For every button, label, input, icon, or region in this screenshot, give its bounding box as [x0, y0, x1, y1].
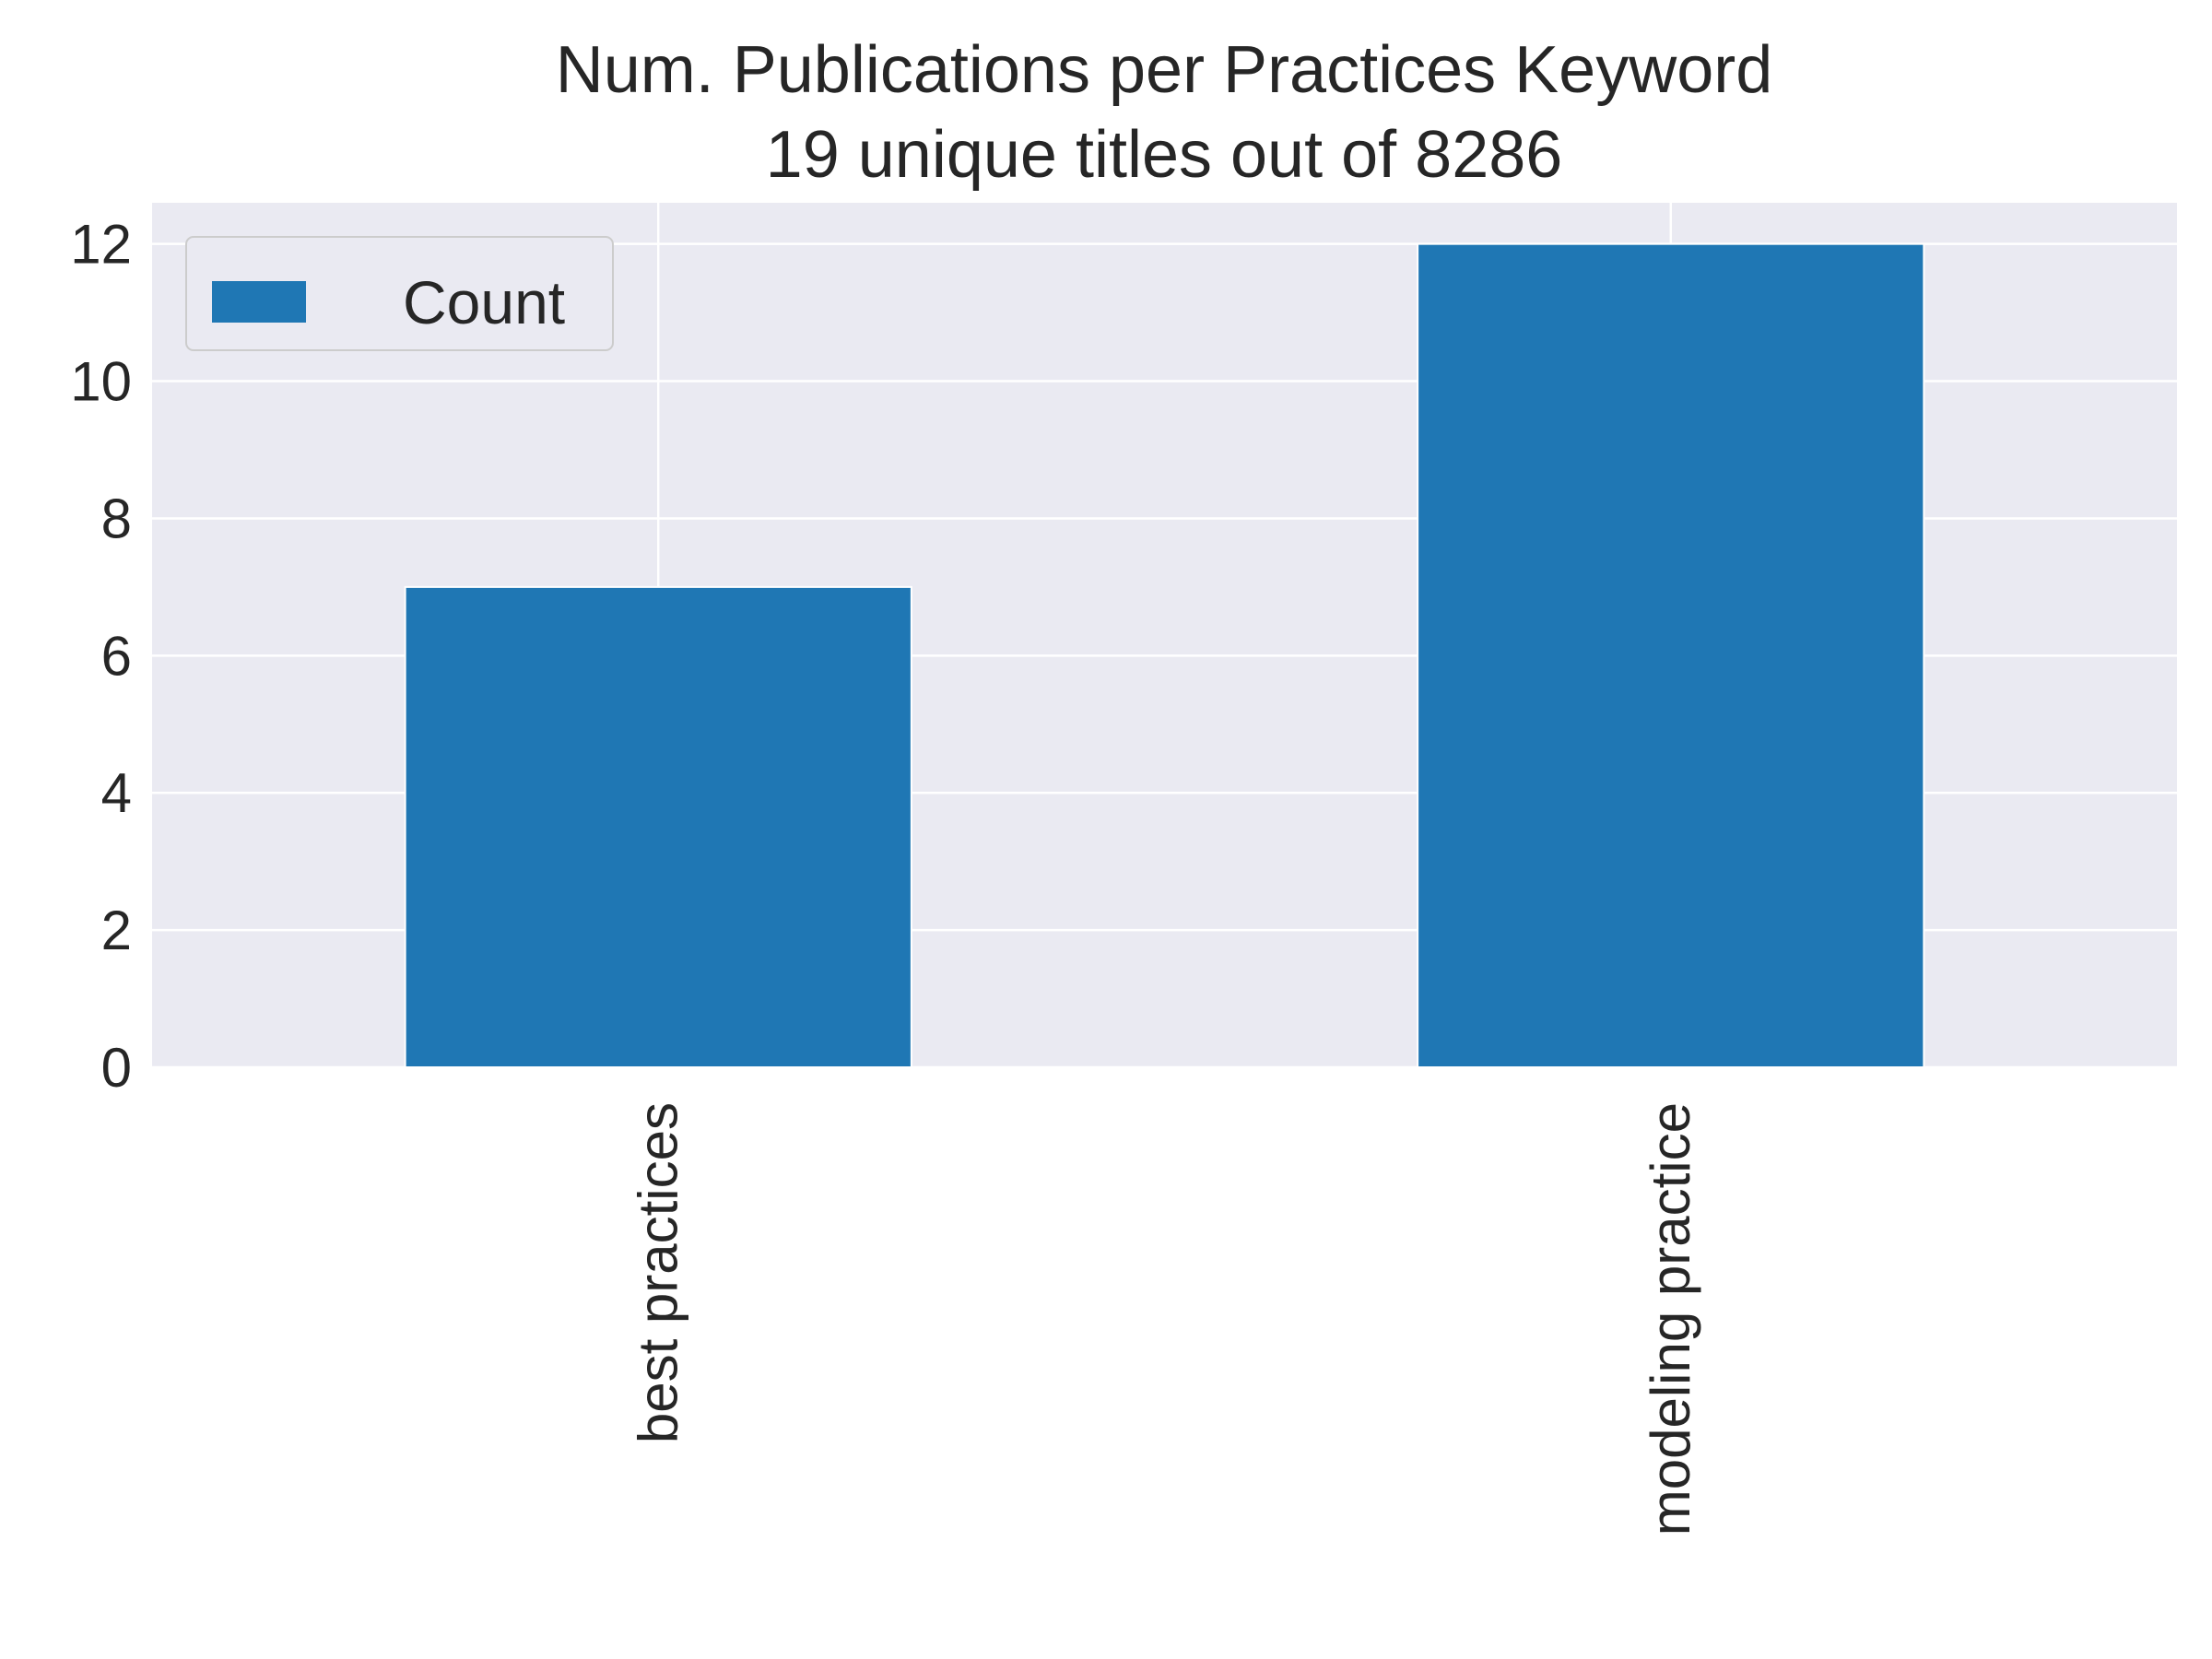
y-tick-label: 4	[101, 762, 132, 824]
bars	[404, 242, 1925, 1068]
bar-best-practices	[404, 585, 912, 1068]
legend: Count	[185, 236, 614, 351]
y-tick-label: 8	[101, 488, 132, 549]
chart-subtitle: 19 unique titles out of 8286	[766, 118, 1563, 192]
y-axis-ticks: 0 2 4 6 8 10 12	[70, 214, 132, 1099]
legend-swatch	[212, 281, 306, 323]
chart-title: Num. Publications per Practices Keyword	[556, 33, 1773, 107]
legend-label: Count	[403, 268, 565, 336]
x-tick-label: modeling practice	[1640, 1102, 1701, 1535]
bar-modeling-practice	[1417, 242, 1925, 1068]
x-tick-label: best practices	[627, 1102, 688, 1443]
y-tick-label: 12	[70, 214, 132, 276]
x-axis-ticks: best practices modeling practice	[627, 1102, 1701, 1535]
y-tick-label: 10	[70, 351, 132, 413]
y-tick-label: 2	[101, 900, 132, 961]
y-tick-label: 0	[101, 1037, 132, 1099]
y-tick-label: 6	[101, 625, 132, 687]
